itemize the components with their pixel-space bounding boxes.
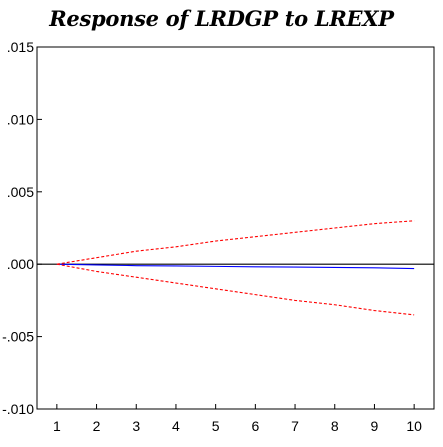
x-tick-label: 8	[331, 418, 339, 434]
x-tick-label: 6	[251, 418, 259, 434]
x-tick-label: 9	[371, 418, 379, 434]
y-tick-label: -.010	[2, 401, 34, 417]
y-tick-label: .015	[7, 39, 34, 55]
plot-frame	[36, 46, 435, 410]
series-line-upper-band	[56, 220, 415, 265]
y-tick-label: .005	[7, 184, 34, 200]
x-tick-label: 2	[93, 418, 101, 434]
x-tick-label: 10	[406, 418, 422, 434]
y-tick-label: .000	[7, 256, 34, 272]
series-line-lower-band	[56, 263, 415, 316]
x-tick-label: 5	[212, 418, 220, 434]
x-tick-label: 4	[172, 418, 180, 434]
x-tick-label: 7	[291, 418, 299, 434]
y-tick-label: .010	[7, 111, 34, 127]
y-tick-label: -.005	[2, 329, 34, 345]
x-tick-label: 1	[53, 418, 61, 434]
x-tick-label: 3	[132, 418, 140, 434]
chart-title: Response of LRDGP to LREXP	[49, 6, 394, 31]
series-line-response	[56, 263, 415, 270]
